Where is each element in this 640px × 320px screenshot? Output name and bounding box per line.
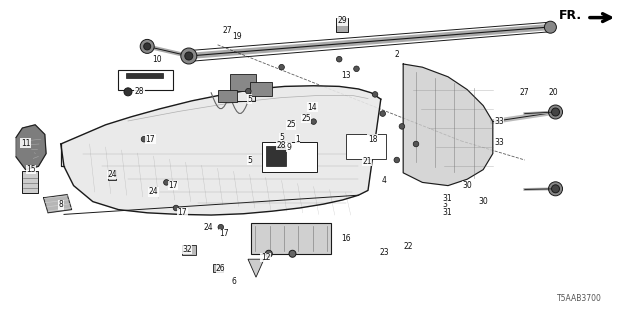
Text: 23: 23	[379, 248, 389, 257]
Circle shape	[181, 48, 197, 64]
Circle shape	[218, 224, 223, 230]
Bar	[22, 171, 38, 193]
Text: 2: 2	[394, 50, 399, 59]
Text: 24: 24	[204, 223, 214, 232]
Bar	[212, 264, 223, 272]
Circle shape	[140, 39, 154, 53]
Text: 1: 1	[295, 135, 300, 144]
Circle shape	[311, 119, 316, 124]
Text: 32: 32	[182, 245, 192, 254]
Circle shape	[266, 250, 272, 257]
Text: 13: 13	[340, 71, 351, 80]
Text: 30: 30	[462, 181, 472, 190]
Text: 16: 16	[340, 234, 351, 243]
Text: 15: 15	[26, 165, 36, 174]
Circle shape	[337, 56, 342, 62]
Text: 24: 24	[107, 170, 117, 179]
Circle shape	[141, 136, 147, 142]
Polygon shape	[403, 64, 493, 186]
Text: 3: 3	[442, 200, 447, 209]
Text: 8: 8	[58, 200, 63, 209]
Circle shape	[548, 182, 563, 196]
Bar	[231, 87, 255, 101]
Bar	[118, 70, 173, 90]
Bar	[182, 244, 196, 255]
Text: 24: 24	[148, 188, 159, 196]
Bar	[266, 147, 287, 166]
Circle shape	[354, 66, 359, 72]
Polygon shape	[337, 18, 348, 32]
Bar	[230, 74, 256, 91]
Text: 5: 5	[279, 133, 284, 142]
Polygon shape	[16, 125, 46, 170]
Bar	[108, 170, 116, 180]
Polygon shape	[248, 259, 264, 277]
Circle shape	[413, 141, 419, 147]
Text: 25: 25	[286, 120, 296, 129]
Text: 27: 27	[222, 26, 232, 35]
Text: 17: 17	[219, 229, 229, 238]
Text: 33: 33	[494, 117, 504, 126]
Bar	[252, 223, 332, 254]
Text: 31: 31	[442, 208, 452, 217]
Bar	[262, 142, 317, 172]
Polygon shape	[61, 86, 381, 215]
Text: 30: 30	[478, 197, 488, 206]
Circle shape	[548, 105, 563, 119]
Text: 4: 4	[381, 176, 387, 185]
Text: 18: 18	[368, 135, 377, 144]
Text: T5AAB3700: T5AAB3700	[557, 294, 602, 303]
Text: 10: 10	[152, 55, 162, 64]
Text: 11: 11	[21, 139, 30, 148]
Text: 33: 33	[494, 138, 504, 147]
Text: 17: 17	[177, 208, 188, 217]
Text: 19: 19	[232, 32, 242, 41]
Text: 20: 20	[548, 88, 559, 97]
Circle shape	[164, 180, 169, 185]
Text: 25: 25	[301, 114, 311, 123]
Circle shape	[380, 111, 385, 116]
Bar	[250, 82, 272, 96]
Text: 17: 17	[168, 181, 178, 190]
Text: 17: 17	[145, 135, 156, 144]
Text: 6: 6	[231, 277, 236, 286]
Circle shape	[545, 21, 556, 33]
Circle shape	[185, 52, 193, 60]
Bar	[346, 134, 386, 159]
Circle shape	[124, 88, 132, 96]
Circle shape	[246, 88, 251, 94]
Text: 14: 14	[307, 103, 317, 112]
Circle shape	[279, 64, 284, 70]
Text: 22: 22	[404, 242, 413, 251]
Circle shape	[552, 185, 559, 193]
Bar	[218, 90, 237, 102]
Polygon shape	[44, 195, 72, 213]
Text: 5: 5	[247, 95, 252, 104]
Circle shape	[173, 205, 179, 211]
Text: 21: 21	[363, 157, 372, 166]
Circle shape	[372, 92, 378, 97]
Bar	[127, 73, 163, 78]
Text: 12: 12	[261, 253, 270, 262]
Circle shape	[144, 43, 150, 50]
Text: 28: 28	[277, 141, 286, 150]
Text: 29: 29	[337, 16, 348, 25]
Circle shape	[394, 157, 399, 163]
Text: 31: 31	[442, 194, 452, 203]
Circle shape	[552, 108, 559, 116]
Text: 28: 28	[135, 87, 144, 96]
Text: 26: 26	[216, 264, 226, 273]
Text: 5: 5	[247, 156, 252, 164]
Text: FR.: FR.	[559, 9, 582, 22]
Circle shape	[289, 250, 296, 257]
Text: 9: 9	[287, 143, 292, 152]
Circle shape	[399, 124, 404, 129]
Text: 27: 27	[520, 88, 530, 97]
